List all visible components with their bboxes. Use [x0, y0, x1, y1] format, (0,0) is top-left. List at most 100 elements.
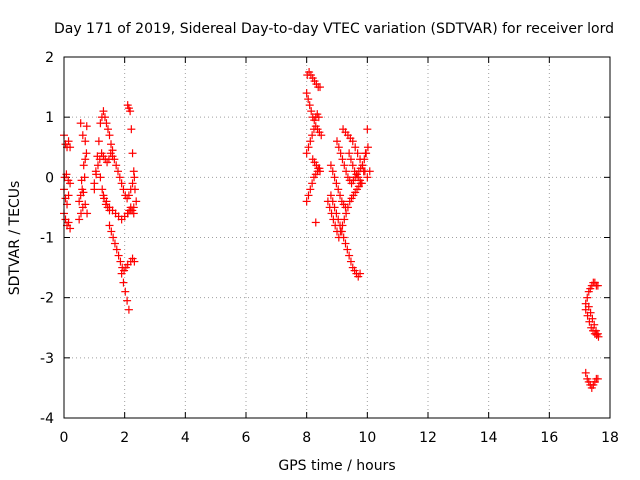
data-point: [81, 155, 90, 164]
data-point: [81, 137, 90, 146]
data-point: [341, 239, 350, 248]
data-point: [128, 149, 137, 158]
data-point: [340, 215, 349, 224]
data-point: [112, 161, 121, 170]
data-point: [590, 320, 599, 329]
data-point: [66, 143, 75, 152]
data-point: [130, 257, 139, 266]
data-point: [107, 227, 116, 236]
x-tick-label: 16: [540, 430, 558, 446]
data-point: [90, 179, 99, 188]
data-point: [307, 107, 316, 116]
data-point: [308, 131, 317, 140]
data-point: [328, 167, 337, 176]
data-point: [363, 143, 372, 152]
y-tick-label: -3: [40, 351, 54, 367]
data-point: [308, 179, 317, 188]
data-point: [124, 305, 133, 314]
data-point: [114, 251, 123, 260]
data-point: [123, 296, 132, 305]
data-point: [82, 122, 91, 131]
data-point: [363, 125, 372, 134]
data-point: [306, 185, 315, 194]
data-point: [77, 176, 86, 185]
data-point: [334, 185, 343, 194]
data-point: [334, 233, 343, 242]
x-tick-label: 8: [302, 430, 311, 446]
data-point: [333, 137, 341, 146]
data-point: [100, 113, 109, 122]
data-point: [119, 185, 128, 194]
data-point: [346, 257, 355, 266]
data-point: [79, 161, 88, 170]
data-point: [304, 191, 313, 200]
data-point: [64, 191, 73, 200]
x-tick-label: 14: [480, 430, 498, 446]
data-point: [117, 179, 126, 188]
data-point: [343, 203, 352, 212]
data-point: [357, 179, 366, 188]
data-point: [592, 330, 601, 339]
data-point: [109, 233, 118, 242]
data-point: [92, 170, 101, 179]
data-point: [593, 374, 602, 383]
data-point: [334, 143, 343, 152]
data-point: [311, 218, 320, 227]
data-point: [121, 287, 130, 296]
data-point: [302, 89, 311, 98]
data-point: [363, 173, 372, 182]
data-point: [110, 239, 119, 248]
data-point: [304, 143, 313, 152]
x-tick-label: 2: [120, 430, 129, 446]
data-point: [112, 245, 121, 254]
data-point: [317, 131, 326, 140]
data-point: [93, 161, 102, 170]
data-point: [119, 278, 128, 287]
y-tick-label: -4: [40, 411, 54, 427]
data-point: [326, 191, 335, 200]
data-point: [346, 155, 355, 164]
data-point: [329, 215, 338, 224]
y-tick-label: 0: [45, 170, 54, 186]
data-point: [353, 149, 362, 158]
data-point: [78, 131, 87, 140]
data-point: [356, 155, 365, 164]
data-point: [348, 161, 357, 170]
data-point: [338, 155, 347, 164]
data-point: [340, 161, 349, 170]
data-point: [306, 137, 315, 146]
data-point: [129, 209, 138, 218]
data-point: [336, 191, 345, 200]
data-point: [348, 137, 357, 146]
x-tick-label: 4: [181, 430, 190, 446]
data-point: [75, 197, 84, 206]
plot-frame: [63, 56, 611, 419]
data-point: [64, 137, 73, 146]
data-point: [314, 113, 323, 122]
data-point: [325, 203, 334, 212]
data-point: [105, 206, 114, 215]
data-point: [113, 167, 122, 176]
data-point: [76, 119, 85, 128]
data-point: [583, 293, 592, 302]
series-cluster-17-17.6h: [581, 278, 603, 392]
data-point: [103, 125, 112, 134]
data-point: [326, 161, 335, 170]
data-point: [336, 227, 345, 236]
data-point: [94, 137, 103, 146]
data-point: [358, 161, 367, 170]
data-point: [128, 179, 137, 188]
data-point: [130, 185, 139, 194]
data-point: [338, 221, 347, 230]
x-tick-label: 12: [419, 430, 437, 446]
data-point: [342, 167, 351, 176]
data-point: [581, 368, 590, 377]
data-point: [105, 221, 114, 230]
data-point: [126, 107, 135, 116]
data-point: [330, 173, 339, 182]
data-point: [102, 119, 111, 128]
x-tick-label: 0: [60, 430, 69, 446]
x-axis-label: GPS time / hours: [278, 458, 395, 474]
data-point: [66, 224, 75, 233]
